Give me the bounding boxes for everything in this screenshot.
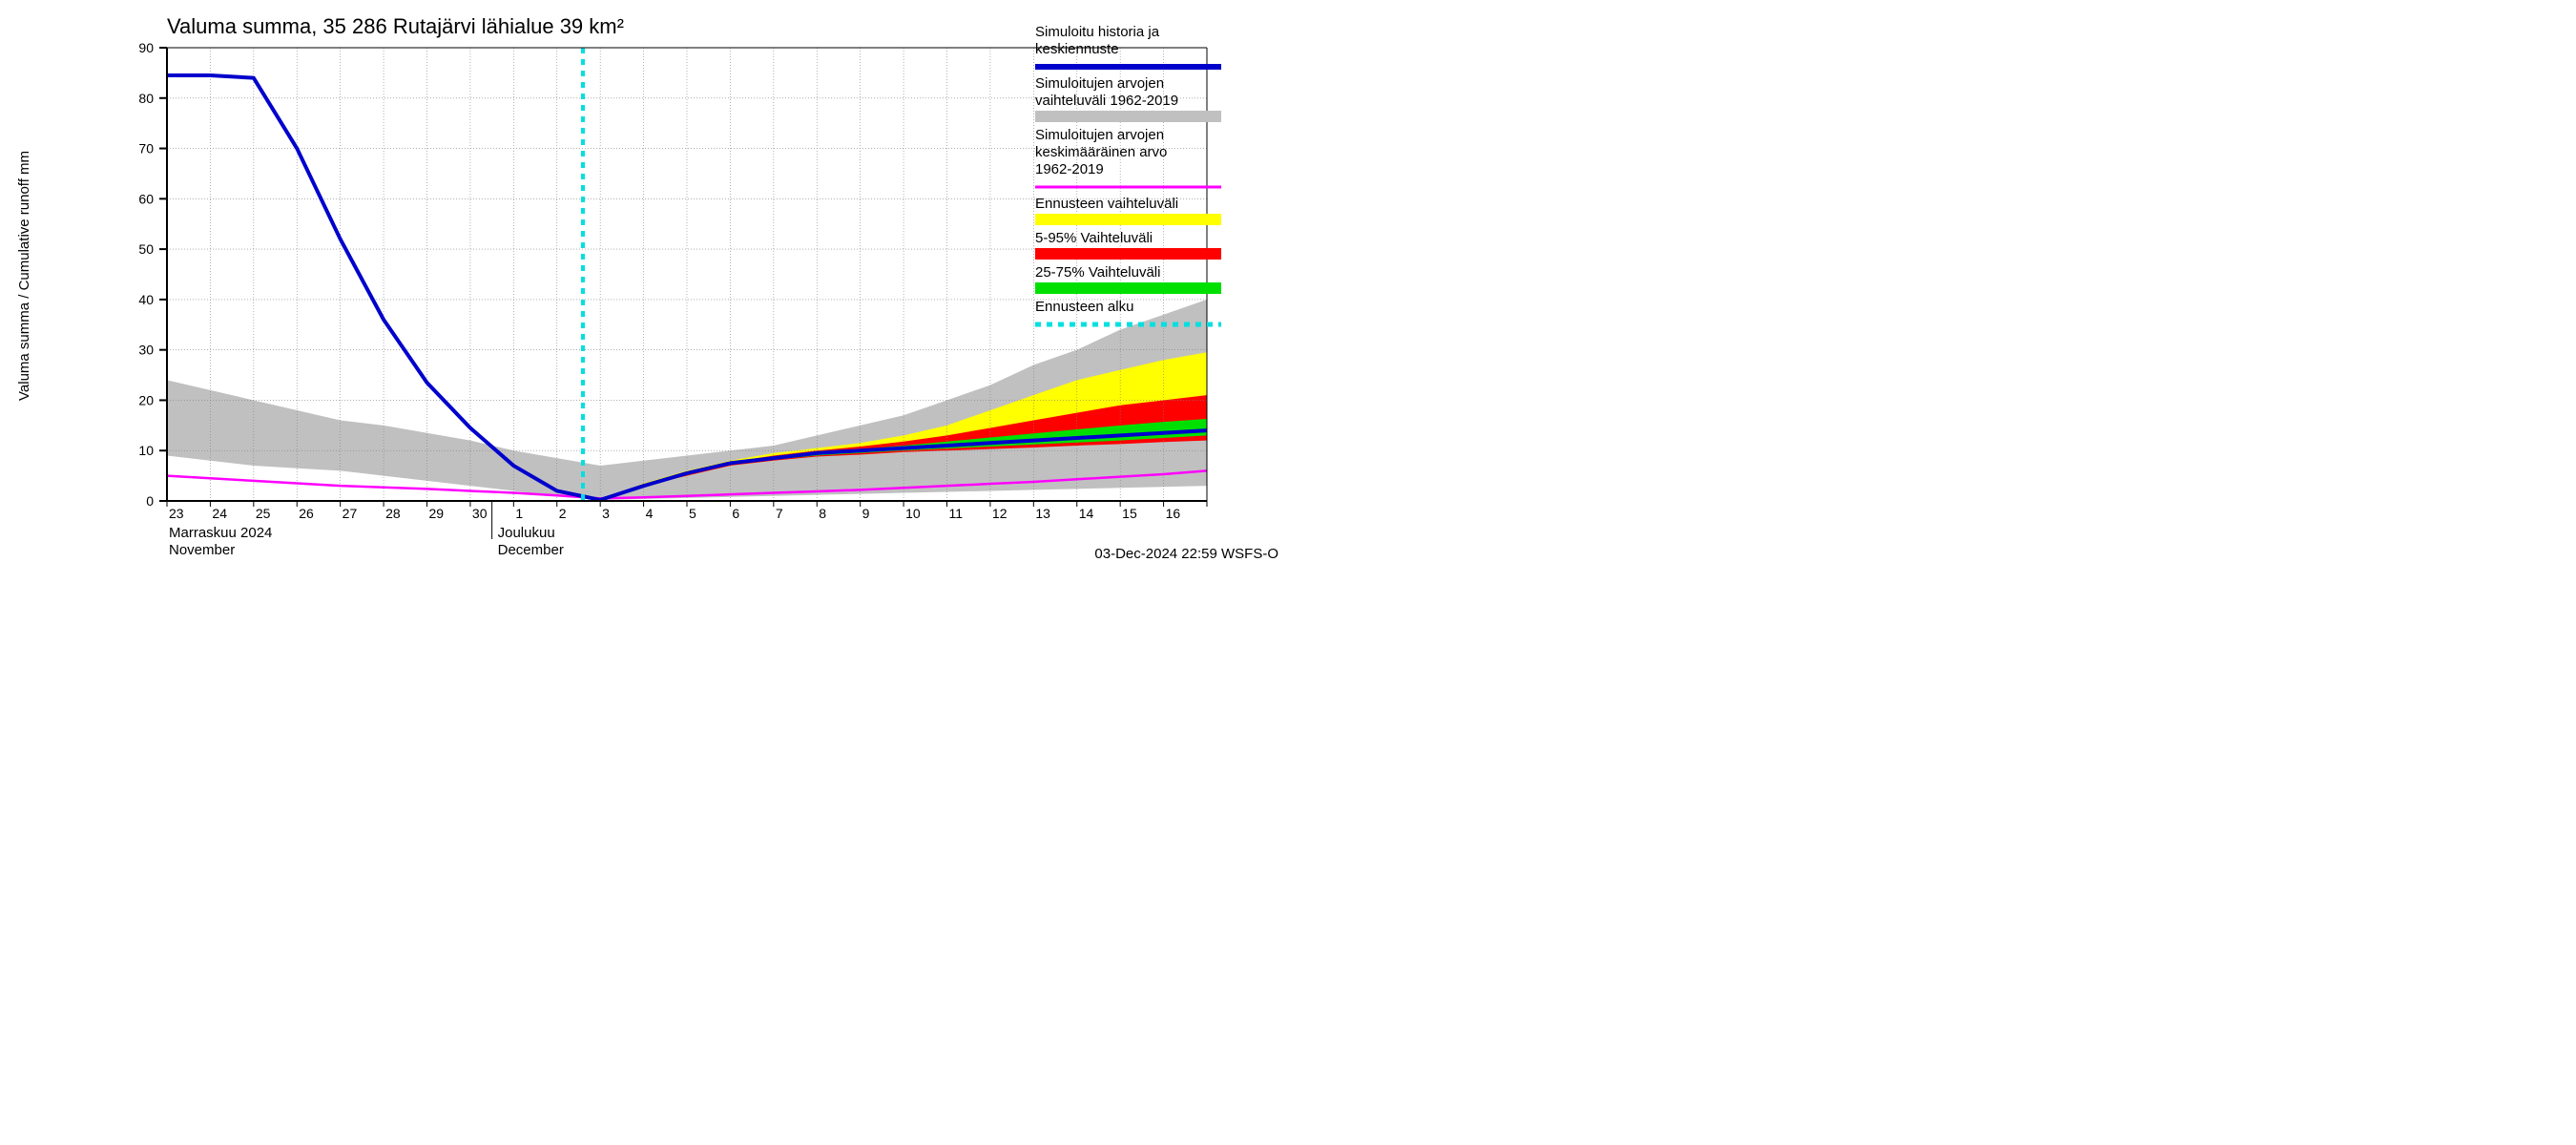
y-tick-label: 90 [138, 40, 154, 55]
y-axis-label: Valuma summa / Cumulative runoff mm [16, 151, 32, 401]
y-tick-label: 20 [138, 392, 154, 407]
month-label-1: Marraskuu 2024 [169, 525, 272, 541]
footer-timestamp: 03-Dec-2024 22:59 WSFS-O [1094, 546, 1278, 562]
x-tick-label: 27 [343, 506, 358, 521]
legend-l1b: keskiennuste [1035, 41, 1119, 57]
chart-title: Valuma summa, 35 286 Rutajärvi lähialue … [167, 14, 624, 38]
x-tick-label: 11 [949, 506, 964, 521]
month-label-1-en: November [169, 542, 235, 558]
x-tick-label: 13 [1035, 506, 1050, 521]
x-tick-label: 12 [992, 506, 1008, 521]
runoff-chart: Valuma summa, 35 286 Rutajärvi lähialue … [0, 0, 1288, 572]
x-tick-label: 4 [646, 506, 654, 521]
legend-l2b: vaihteluväli 1962-2019 [1035, 93, 1178, 109]
x-tick-label: 10 [905, 506, 921, 521]
y-tick-label: 10 [138, 443, 154, 458]
legend-l2a: Simuloitujen arvojen [1035, 75, 1164, 92]
legend-l7: Ennusteen alku [1035, 299, 1133, 315]
x-tick-label: 28 [385, 506, 401, 521]
y-tick-label: 40 [138, 292, 154, 307]
x-tick-label: 30 [472, 506, 488, 521]
legend-l1a: Simuloitu historia ja [1035, 24, 1160, 40]
legend-l4: Ennusteen vaihteluväli [1035, 196, 1178, 212]
y-tick-label: 60 [138, 191, 154, 206]
x-tick-label: 26 [299, 506, 314, 521]
legend-l3a: Simuloitujen arvojen [1035, 127, 1164, 143]
month-label-2-en: December [498, 542, 564, 558]
x-tick-label: 16 [1166, 506, 1181, 521]
legend-l5: 5-95% Vaihteluväli [1035, 230, 1153, 246]
legend-l3c: 1962-2019 [1035, 161, 1104, 177]
x-tick-label: 6 [732, 506, 739, 521]
x-tick-label: 3 [602, 506, 610, 521]
x-tick-label: 23 [169, 506, 184, 521]
x-tick-label: 8 [819, 506, 826, 521]
chart-container: Valuma summa, 35 286 Rutajärvi lähialue … [0, 0, 1288, 572]
x-tick-label: 24 [212, 506, 227, 521]
y-tick-label: 30 [138, 343, 154, 358]
x-tick-label: 9 [862, 506, 870, 521]
x-tick-label: 5 [689, 506, 696, 521]
x-tick-label: 1 [515, 506, 523, 521]
x-tick-label: 14 [1079, 506, 1094, 521]
x-tick-label: 25 [256, 506, 271, 521]
x-tick-label: 2 [559, 506, 567, 521]
y-tick-label: 0 [146, 493, 154, 509]
month-label-2: Joulukuu [498, 525, 555, 541]
x-tick-label: 29 [429, 506, 445, 521]
y-tick-label: 70 [138, 141, 154, 156]
y-tick-label: 80 [138, 91, 154, 106]
legend-l6: 25-75% Vaihteluväli [1035, 264, 1160, 281]
legend-l3b: keskimääräinen arvo [1035, 144, 1167, 160]
y-tick-label: 50 [138, 241, 154, 257]
x-tick-label: 7 [776, 506, 783, 521]
x-tick-label: 15 [1122, 506, 1137, 521]
